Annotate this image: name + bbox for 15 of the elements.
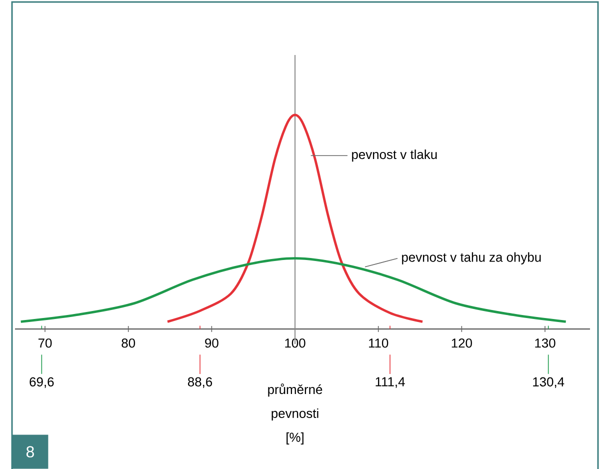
- x-tick-label: 100: [285, 338, 306, 348]
- x-tick-label: 120: [452, 338, 472, 348]
- x-tick-label: 90: [205, 338, 218, 348]
- x-axis-title: průměrné pevnosti [%]: [268, 384, 322, 444]
- x-tick-label: 130: [535, 338, 556, 348]
- x-tick-label: 80: [122, 338, 136, 348]
- x-tick-label: 70: [38, 338, 52, 348]
- text: pevnost v tlaku: [352, 150, 437, 162]
- ref-line-label: 69,6: [30, 377, 54, 388]
- ref-line-label: 111,4: [376, 377, 405, 388]
- x-tick-label: 110: [369, 338, 388, 348]
- ref-line-label: 130,4: [533, 377, 564, 388]
- series-label: pevnost v tahu za ohybu: [402, 252, 541, 264]
- text: 8: [26, 446, 34, 458]
- ref-line-label: 88,6: [188, 377, 212, 388]
